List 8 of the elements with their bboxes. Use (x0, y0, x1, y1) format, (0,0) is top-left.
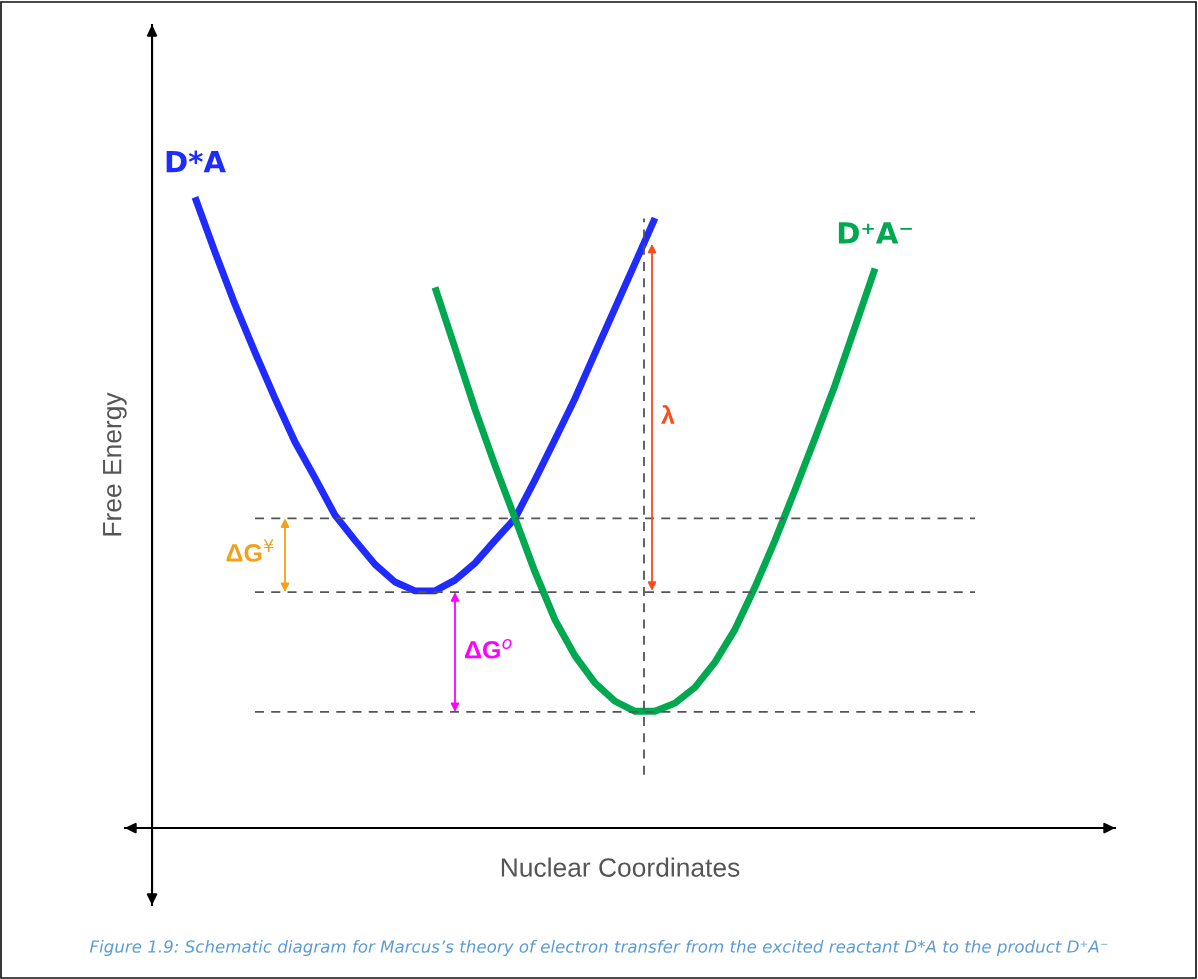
series-label: D⁺A⁻ (838, 222, 912, 244)
annotation: ΔG$^{¥}$ (226, 539, 274, 562)
annotation: ΔG$^{o}$ (465, 639, 512, 659)
caption: Figure 1.9: Schematic diagram for Marcus’s theory of electron transfer from the excited reactant D*A to the product D⁺A⁻ (89, 939, 1108, 957)
series-label: D*A (166, 150, 226, 173)
annotation: λ (661, 405, 675, 424)
y-axis-title: Free Energy (103, 392, 127, 536)
x-axis-title: Nuclear Coordinates (501, 857, 740, 877)
